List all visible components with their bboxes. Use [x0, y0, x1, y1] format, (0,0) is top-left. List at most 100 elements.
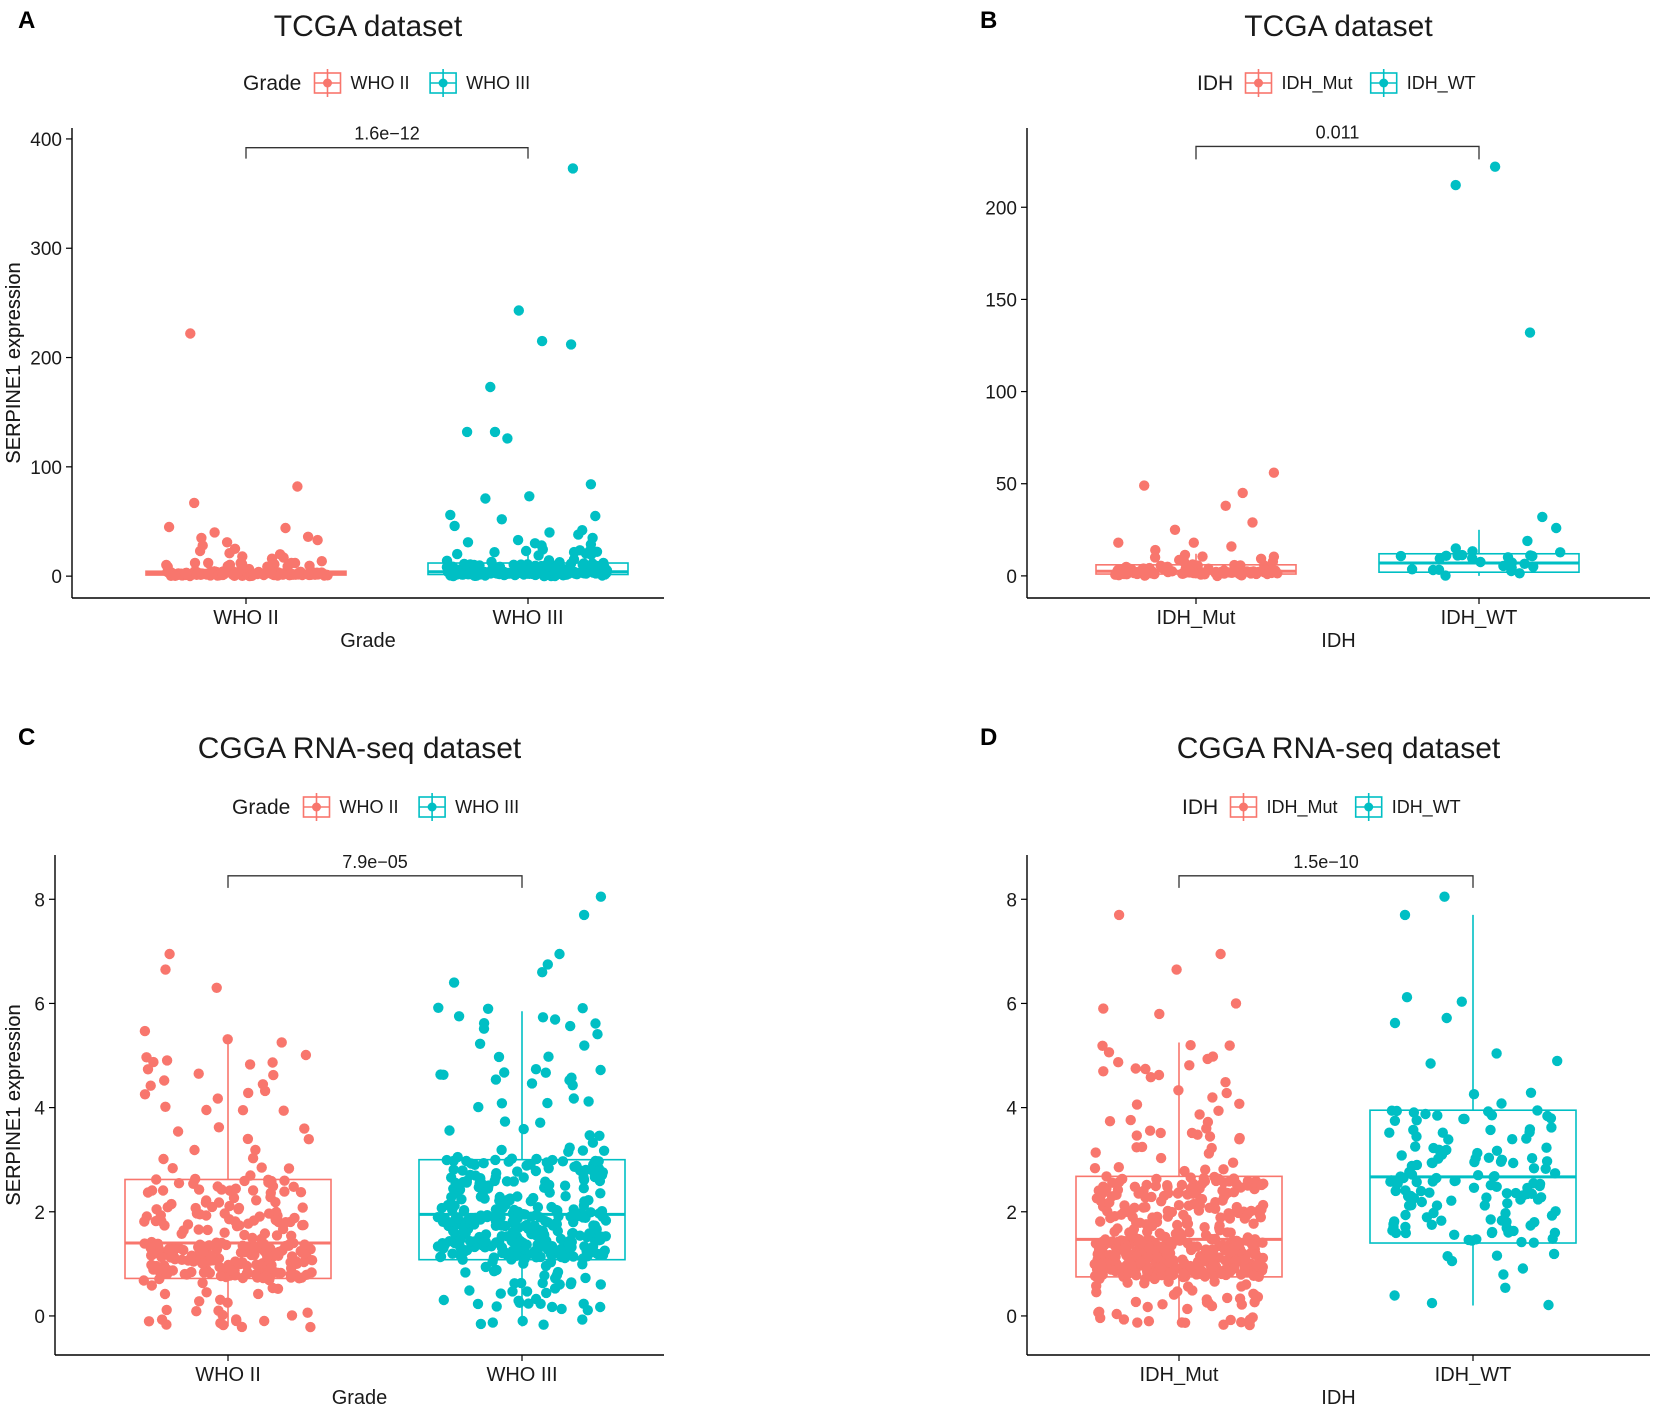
data-point: [444, 1125, 455, 1136]
data-point: [439, 1213, 450, 1224]
data-point: [446, 1191, 457, 1203]
data-point: [141, 1211, 152, 1222]
data-point: [1130, 1063, 1141, 1074]
data-point: [1221, 1087, 1232, 1099]
data-point: [508, 1176, 519, 1187]
data-point: [1456, 996, 1468, 1007]
data-point: [1202, 1053, 1213, 1065]
data-point: [590, 1155, 601, 1167]
significance-bracket: 1.6e−12: [245, 124, 529, 159]
data-point: [270, 1249, 281, 1260]
data-point: [543, 1163, 554, 1174]
data-point: [259, 1315, 270, 1327]
y-axis-label: SERPINE1 expression: [3, 1004, 25, 1205]
y-tick-label: 0: [51, 567, 62, 588]
data-point: [1225, 1314, 1236, 1326]
outlier-point: [512, 534, 524, 546]
outlier-point: [565, 339, 577, 350]
data-point: [1131, 1099, 1143, 1110]
data-point: [1104, 1116, 1116, 1127]
data-point: [1501, 1216, 1512, 1228]
data-point: [474, 1038, 486, 1050]
y-tick-label: 6: [1006, 994, 1017, 1015]
data-point: [231, 1315, 242, 1327]
data-point: [475, 1191, 487, 1202]
data-point: [1442, 1251, 1453, 1262]
data-point: [305, 1321, 316, 1333]
data-point: [600, 1215, 612, 1226]
data-point: [550, 1218, 561, 1229]
data-point: [161, 559, 172, 571]
data-point: [1425, 1058, 1436, 1069]
data-point: [1149, 552, 1161, 563]
data-point: [534, 1212, 545, 1223]
data-point: [489, 547, 500, 558]
data-point: [1411, 1176, 1422, 1188]
data-point: [1090, 1147, 1101, 1158]
data-point: [1479, 1200, 1491, 1211]
data-point: [1249, 1297, 1260, 1308]
data-point: [1163, 1188, 1174, 1199]
data-point: [159, 1288, 171, 1300]
data-point: [151, 1204, 162, 1215]
data-point: [142, 1064, 154, 1075]
data-point: [1222, 1227, 1233, 1238]
data-point: [243, 1087, 254, 1099]
data-point: [499, 1116, 511, 1127]
data-point: [1224, 1213, 1236, 1224]
data-point: [1179, 1165, 1190, 1177]
jitter-points: [161, 328, 333, 582]
data-point: [577, 1003, 588, 1014]
data-point: [1213, 1173, 1225, 1185]
data-point: [1122, 1277, 1133, 1288]
data-point: [1405, 1190, 1416, 1202]
outlier-point: [480, 493, 491, 504]
data-point: [1140, 1202, 1151, 1213]
outlier-point: [462, 537, 474, 548]
data-point: [1449, 1229, 1460, 1241]
outlier-point: [461, 426, 473, 438]
legend-key-dot: [1239, 802, 1248, 812]
data-point: [1184, 1060, 1195, 1071]
data-point: [283, 1163, 295, 1174]
data-point: [1179, 556, 1190, 568]
data-point: [200, 1197, 212, 1208]
data-point: [568, 1093, 579, 1104]
data-point: [179, 1268, 190, 1280]
data-point: [1097, 1040, 1108, 1052]
panel-label: D: [980, 724, 997, 751]
x-tick-label: WHO II: [195, 1364, 261, 1386]
data-point: [267, 1057, 278, 1068]
outlier-point: [302, 531, 314, 542]
data-point: [1168, 1289, 1180, 1300]
data-point: [1185, 1172, 1196, 1183]
data-point: [1415, 1185, 1427, 1197]
data-point: [1200, 1164, 1211, 1175]
data-point: [494, 561, 506, 572]
data-point: [1396, 1150, 1407, 1161]
data-point: [1118, 1314, 1130, 1325]
data-point: [567, 1080, 578, 1091]
data-point: [284, 1239, 295, 1250]
data-point: [1483, 1152, 1495, 1164]
data-point: [316, 556, 327, 567]
data-point: [1242, 1175, 1254, 1187]
outlier-point: [496, 514, 507, 525]
outlier-point: [164, 948, 175, 960]
data-point: [1183, 1200, 1194, 1211]
data-point: [478, 1158, 489, 1169]
data-point: [257, 1272, 269, 1284]
data-point: [262, 1251, 273, 1262]
data-point: [486, 556, 497, 568]
data-point: [1540, 1163, 1551, 1175]
legend-key-2: [418, 793, 446, 821]
data-point: [1248, 1218, 1259, 1229]
data-point: [213, 1197, 225, 1208]
data-point: [1134, 1234, 1145, 1245]
outlier-point: [1188, 537, 1200, 548]
data-point: [1130, 1296, 1142, 1308]
data-point: [1411, 1115, 1422, 1126]
panel-c: C CGGA RNA-seq dataset Grade WHO II WHO III 0…: [3, 724, 664, 1409]
data-point: [1200, 1244, 1212, 1255]
outlier-point: [312, 534, 323, 546]
